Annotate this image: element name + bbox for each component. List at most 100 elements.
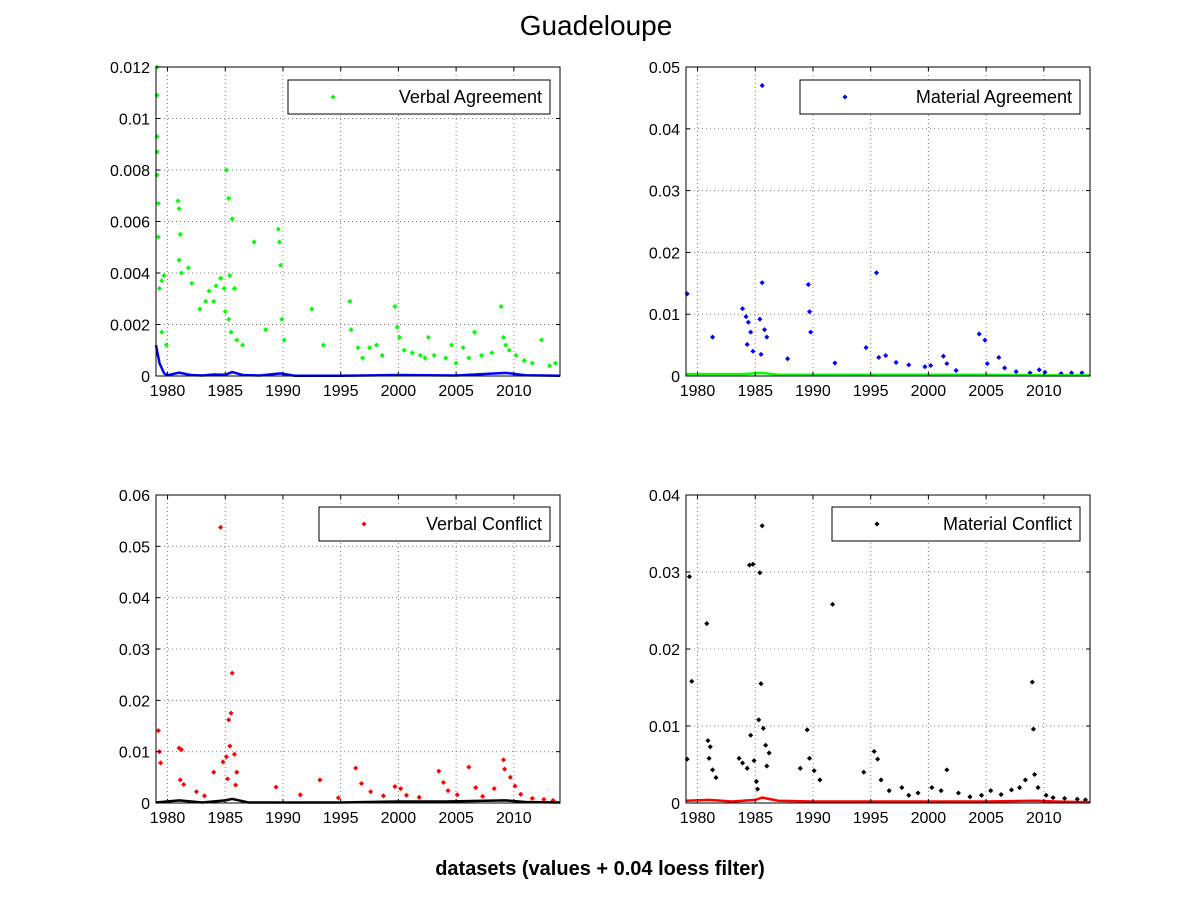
data-point [454, 792, 460, 798]
x-tick-label: 1990 [795, 810, 831, 827]
legend: Verbal Conflict [318, 506, 551, 542]
x-tick-label: 1985 [207, 810, 243, 827]
data-point [222, 309, 228, 315]
data-point [425, 334, 431, 340]
data-point [976, 331, 982, 337]
data-point [1008, 787, 1015, 793]
data-point [448, 342, 455, 348]
data-point [929, 785, 935, 791]
data-point [240, 342, 246, 348]
data-point [472, 329, 478, 335]
data-point [155, 234, 161, 240]
data-point [353, 765, 359, 771]
data-point [804, 727, 810, 733]
data-point [409, 350, 415, 356]
data-point [275, 226, 281, 232]
x-tick-label: 2010 [496, 383, 532, 400]
data-point [226, 195, 232, 201]
legend-box [831, 506, 1081, 542]
data-point [159, 278, 165, 284]
data-point [175, 198, 181, 204]
data-point [317, 777, 323, 783]
data-point [547, 363, 553, 369]
data-point [805, 281, 811, 288]
legend: Verbal Agreement [287, 79, 551, 115]
data-point [1002, 365, 1008, 371]
data-point [348, 327, 354, 333]
data-point [1035, 785, 1041, 791]
data-point [347, 298, 353, 304]
data-point [360, 355, 366, 361]
data-point [309, 306, 315, 312]
data-point [218, 275, 224, 281]
data-point [159, 329, 165, 335]
data-point [1017, 785, 1023, 791]
x-tick-label: 2000 [911, 383, 947, 400]
data-point [955, 790, 961, 796]
y-tick-label: 0.05 [649, 60, 680, 77]
data-point [480, 793, 486, 799]
data-point [899, 785, 905, 791]
data-point [861, 769, 867, 775]
data-point [473, 785, 479, 791]
data-point [355, 345, 361, 351]
data-point [940, 353, 946, 359]
x-tick-label: 1980 [150, 383, 186, 400]
data-point [213, 283, 219, 289]
data-point [743, 314, 749, 320]
data-point [498, 303, 504, 310]
data-point [211, 298, 217, 304]
data-point [915, 790, 921, 796]
data-point [764, 763, 770, 769]
data-point [231, 285, 238, 291]
data-point [417, 352, 423, 358]
data-point [797, 765, 803, 771]
data-point [431, 352, 437, 358]
y-tick-label: 0.04 [119, 591, 150, 608]
data-point [502, 766, 508, 772]
data-point [758, 351, 764, 357]
data-point [953, 367, 959, 373]
plot-area [686, 67, 1090, 376]
y-tick-label: 0.03 [119, 642, 150, 659]
legend: Material Agreement [799, 79, 1081, 115]
data-point [443, 355, 449, 361]
data-point [686, 574, 693, 580]
data-point [529, 795, 535, 801]
legend-marker [874, 521, 880, 527]
x-tick-label: 1995 [323, 810, 359, 827]
data-point [518, 791, 524, 797]
data-point [746, 562, 753, 568]
y-tick-label: 0.01 [119, 112, 150, 129]
data-point [403, 792, 410, 798]
legend: Material Conflict [831, 506, 1081, 542]
data-point [1043, 792, 1049, 798]
data-point [1022, 777, 1028, 783]
x-tick-label: 2000 [381, 383, 417, 400]
y-tick-label: 0.04 [649, 122, 680, 139]
data-point [223, 167, 229, 173]
x-tick-label: 1995 [853, 383, 889, 400]
y-tick-label: 0.06 [119, 488, 150, 505]
data-point [185, 265, 191, 271]
data-point [753, 778, 759, 784]
data-point [750, 348, 756, 354]
data-point [189, 280, 195, 286]
data-point [893, 359, 899, 365]
data-point [766, 750, 772, 756]
x-tick-label: 1995 [853, 810, 889, 827]
y-tick-label: 0 [671, 369, 680, 386]
data-point [710, 767, 716, 773]
data-point [177, 231, 183, 237]
data-point [176, 206, 182, 212]
x-tick-label: 1980 [150, 810, 186, 827]
panel-verbal-conflict: 1980 1985 1990 1995 2000 2005 2010 0 0.01 0.02 0.0… [119, 488, 561, 827]
data-point [763, 742, 769, 748]
data-point [1032, 771, 1038, 778]
y-tick-label: 0.02 [649, 245, 680, 262]
data-point [996, 354, 1002, 361]
data-point [1050, 795, 1056, 801]
y-tick-label: 0 [141, 796, 150, 813]
data-point [320, 342, 326, 348]
data-point [226, 316, 232, 322]
